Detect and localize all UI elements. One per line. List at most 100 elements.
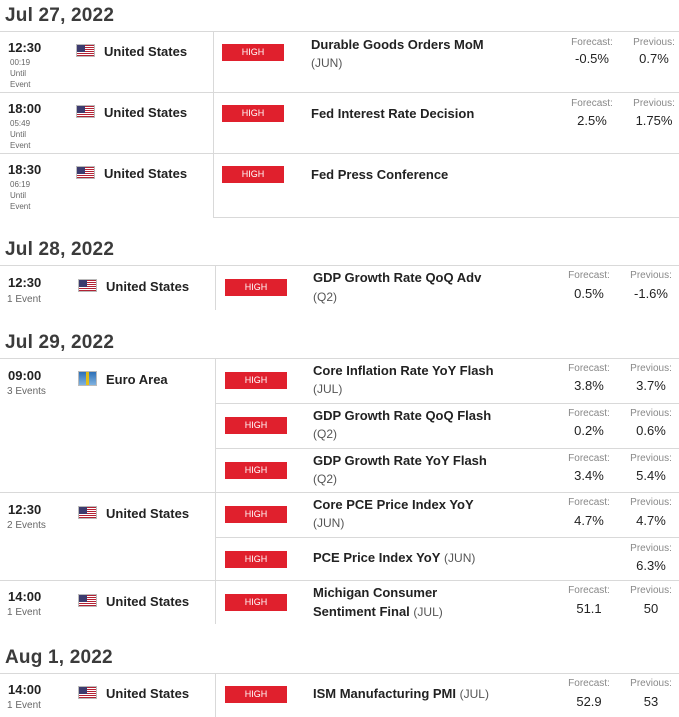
- forecast-label: Forecast:: [568, 363, 610, 374]
- previous-label: Previous:: [633, 98, 675, 109]
- forecast-value: 2.5%: [577, 113, 607, 128]
- country-name: United States: [106, 279, 190, 294]
- forecast-value: 0.5%: [574, 286, 604, 301]
- country-name: United States: [106, 686, 190, 701]
- forecast-label: Forecast:: [568, 408, 610, 419]
- divider: [0, 153, 679, 154]
- us-flag-icon: [76, 166, 95, 179]
- countdown: 06:19 Until Event: [10, 180, 31, 211]
- event-time: 14:00: [8, 682, 42, 697]
- country-name: United States: [106, 594, 190, 609]
- column-divider: [215, 265, 216, 310]
- event-time: 18:30: [8, 162, 42, 177]
- impact-badge: HIGH: [225, 462, 287, 479]
- previous-value: 3.7%: [636, 378, 666, 393]
- forecast-value: 4.7%: [574, 513, 604, 528]
- us-flag-icon: [76, 44, 95, 57]
- event-name[interactable]: GDP Growth Rate QoQ Flash: [313, 408, 492, 423]
- us-flag-icon: [78, 594, 97, 607]
- event-period: (Q2): [313, 472, 337, 486]
- event-name[interactable]: Durable Goods Orders MoM: [311, 37, 484, 52]
- date-header: Aug 1, 2022: [5, 647, 113, 668]
- impact-badge: HIGH: [222, 166, 284, 183]
- country-name: United States: [104, 105, 188, 120]
- previous-label: Previous:: [630, 408, 672, 419]
- date-header: Jul 27, 2022: [5, 5, 115, 26]
- divider: [0, 492, 679, 493]
- impact-badge: HIGH: [225, 372, 287, 389]
- event-name[interactable]: GDP Growth Rate YoY Flash: [313, 453, 487, 468]
- divider: [0, 31, 679, 32]
- forecast-value: 0.2%: [574, 423, 604, 438]
- impact-badge: HIGH: [225, 551, 287, 568]
- forecast-label: Forecast:: [568, 497, 610, 508]
- previous-value: 53: [643, 694, 659, 709]
- event-name[interactable]: Core PCE Price Index YoY: [313, 497, 474, 512]
- divider: [0, 265, 679, 266]
- previous-label: Previous:: [633, 37, 675, 48]
- divider: [213, 217, 679, 218]
- country-name: Euro Area: [106, 372, 168, 387]
- event-period: (JUN): [313, 516, 345, 530]
- previous-label: Previous:: [630, 270, 672, 281]
- previous-label: Previous:: [630, 497, 672, 508]
- us-flag-icon: [78, 506, 97, 519]
- forecast-label: Forecast:: [571, 37, 613, 48]
- previous-value: 4.7%: [636, 513, 666, 528]
- event-name[interactable]: GDP Growth Rate QoQ Adv: [313, 270, 482, 285]
- impact-badge: HIGH: [222, 105, 284, 122]
- country-name: United States: [106, 506, 190, 521]
- forecast-value: 3.8%: [574, 378, 604, 393]
- forecast-label: Forecast:: [571, 98, 613, 109]
- divider: [215, 448, 679, 449]
- previous-label: Previous:: [630, 543, 672, 554]
- divider: [215, 537, 679, 538]
- event-name[interactable]: Core Inflation Rate YoY Flash: [313, 363, 494, 378]
- us-flag-icon: [78, 279, 97, 292]
- event-name-line2: Sentiment Final (JUL): [313, 604, 443, 619]
- forecast-value: 51.1: [576, 601, 602, 616]
- event-name[interactable]: PCE Price Index YoY (JUN): [313, 550, 476, 565]
- us-flag-icon: [76, 105, 95, 118]
- event-period: (Q2): [313, 427, 337, 441]
- event-name[interactable]: Michigan Consumer: [313, 585, 438, 600]
- event-period: (Q2): [313, 290, 337, 304]
- event-period: (JUN): [311, 56, 343, 70]
- previous-value: -1.6%: [634, 286, 668, 301]
- column-divider: [215, 673, 216, 717]
- column-divider: [215, 358, 216, 624]
- impact-badge: HIGH: [225, 686, 287, 703]
- event-name[interactable]: Fed Press Conference: [311, 167, 449, 182]
- eu-flag-icon: [78, 371, 97, 386]
- forecast-label: Forecast:: [568, 678, 610, 689]
- previous-label: Previous:: [630, 678, 672, 689]
- event-time: 12:30: [8, 275, 42, 290]
- previous-value: 5.4%: [636, 468, 666, 483]
- event-time: 12:30: [8, 40, 42, 55]
- forecast-value: -0.5%: [575, 51, 609, 66]
- divider: [0, 358, 679, 359]
- event-name[interactable]: Fed Interest Rate Decision: [311, 106, 475, 121]
- event-name[interactable]: ISM Manufacturing PMI (JUL): [313, 686, 489, 701]
- date-header: Jul 28, 2022: [5, 239, 115, 260]
- impact-badge: HIGH: [225, 279, 287, 296]
- countdown: 05:49 Until Event: [10, 119, 31, 150]
- forecast-label: Forecast:: [568, 585, 610, 596]
- previous-value: 1.75%: [635, 113, 673, 128]
- divider: [0, 580, 679, 581]
- us-flag-icon: [78, 686, 97, 699]
- previous-value: 0.6%: [636, 423, 666, 438]
- event-count: 1 Event: [7, 700, 41, 711]
- previous-label: Previous:: [630, 585, 672, 596]
- previous-label: Previous:: [630, 363, 672, 374]
- previous-value: 0.7%: [639, 51, 669, 66]
- event-count: 1 Event: [7, 294, 41, 305]
- divider: [0, 673, 679, 674]
- event-period: (JUL): [313, 382, 343, 396]
- divider: [215, 403, 679, 404]
- impact-badge: HIGH: [225, 594, 287, 611]
- impact-badge: HIGH: [225, 506, 287, 523]
- column-divider: [213, 31, 214, 217]
- event-count: 1 Event: [7, 607, 41, 618]
- divider: [0, 92, 679, 93]
